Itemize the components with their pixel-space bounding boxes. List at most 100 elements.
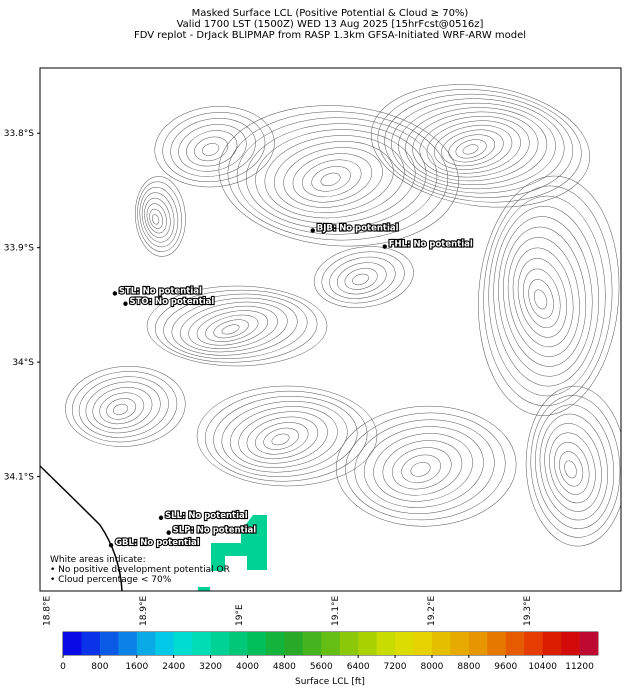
contour — [271, 433, 290, 446]
contour — [263, 427, 299, 450]
contour — [517, 258, 567, 338]
title: Masked Surface LCL (Positive Potential &… — [192, 8, 469, 19]
colorbar-cell — [321, 632, 341, 655]
site-label: GBL: No potential — [115, 538, 200, 548]
contour — [135, 176, 186, 257]
colorbar-tick-label: 9600 — [494, 662, 517, 672]
contour — [221, 401, 348, 473]
site-marker — [310, 228, 315, 233]
contour — [391, 447, 452, 490]
site-label: BJB: No potential — [317, 224, 399, 234]
note: White areas indicate: — [50, 555, 146, 565]
colorbar-cell — [229, 632, 248, 655]
colorbar-tick-label: 2400 — [162, 662, 185, 672]
colorbar-tick-label: 800 — [91, 662, 108, 672]
contour — [455, 139, 487, 159]
contour — [204, 390, 368, 482]
contour — [311, 166, 351, 192]
contour — [146, 203, 167, 234]
contour — [544, 423, 602, 512]
contour — [205, 314, 259, 342]
site-label: SLL: No potential — [165, 511, 248, 521]
contour — [245, 123, 427, 229]
lon-tick-label: 19°E — [235, 604, 245, 626]
contour — [179, 301, 288, 353]
contour — [539, 413, 608, 521]
contour — [163, 293, 308, 359]
contour — [410, 462, 431, 477]
contour — [507, 237, 580, 357]
contour — [246, 416, 319, 460]
colorbar-cell — [579, 632, 599, 655]
colorbar-tick-label: 0 — [60, 662, 66, 672]
colorbar-cell — [468, 632, 488, 655]
contour — [188, 305, 278, 349]
colorbar-tick-label: 10400 — [528, 662, 557, 672]
contour — [255, 129, 416, 224]
contour — [78, 376, 169, 438]
contour — [154, 289, 318, 363]
contour — [255, 422, 309, 455]
site-marker — [123, 301, 128, 306]
contour — [412, 111, 539, 182]
contour — [377, 89, 582, 203]
colorbar-cell — [487, 632, 507, 655]
contour — [530, 395, 621, 538]
site-label: SLP: No potential — [173, 526, 257, 536]
contour — [196, 310, 269, 346]
colorbar-cell — [284, 632, 304, 655]
colorbar-cell — [505, 632, 525, 655]
contour — [137, 181, 182, 252]
contour — [462, 144, 479, 155]
contour — [344, 267, 378, 290]
contour — [99, 392, 145, 425]
contour — [92, 387, 153, 429]
colorbar-cell — [155, 632, 174, 655]
terrain-contours — [40, 84, 621, 591]
contour — [149, 208, 163, 229]
contour — [564, 460, 577, 479]
colorbar-cell — [173, 632, 193, 655]
colorbar-cell — [136, 632, 156, 655]
colorbar-cell — [450, 632, 470, 655]
contour — [154, 106, 275, 188]
lon-tick-label: 19.3°E — [523, 595, 533, 626]
contour — [554, 441, 590, 495]
colorbar-tick-label: 4000 — [236, 662, 259, 672]
contour — [141, 192, 175, 243]
colorbar-tick-label: 8800 — [457, 662, 480, 672]
lon-tick-label: 18.8°E — [43, 595, 53, 626]
lat-tick-label: 34°S — [12, 358, 34, 368]
contour — [498, 216, 593, 377]
contour — [194, 136, 229, 162]
site-marker — [108, 543, 114, 548]
colorbar-cell — [524, 632, 543, 655]
contour — [213, 395, 358, 477]
colorbar-cell — [81, 632, 101, 655]
note: • No positive development potential OR — [50, 565, 230, 575]
colorbar-label: Surface LCL [ft] — [295, 677, 365, 687]
contour — [292, 153, 373, 203]
colorbar-tick-label: 11200 — [565, 662, 594, 672]
colorbar-tick-label: 3200 — [199, 662, 222, 672]
contour — [426, 120, 521, 174]
site-marker — [166, 530, 171, 535]
contour — [528, 279, 554, 319]
colorbar-tick-label: 1600 — [125, 662, 148, 672]
title: FDV replot - DrJack BLIPMAP from RASP 1.… — [134, 30, 526, 41]
contour — [503, 226, 587, 367]
contour — [146, 285, 328, 367]
site-marker — [382, 244, 387, 249]
contour — [533, 289, 548, 310]
colorbar-tick-label: 5600 — [310, 662, 333, 672]
contour — [162, 112, 266, 182]
colorbar-tick-label: 7200 — [384, 662, 407, 672]
site-marker — [112, 291, 118, 296]
colorbar-cell — [542, 632, 562, 655]
site-label: FHL: No potential — [389, 240, 473, 250]
contour — [320, 172, 341, 187]
contour — [71, 371, 178, 443]
colorbar-cell — [265, 632, 285, 655]
contour — [201, 143, 220, 156]
